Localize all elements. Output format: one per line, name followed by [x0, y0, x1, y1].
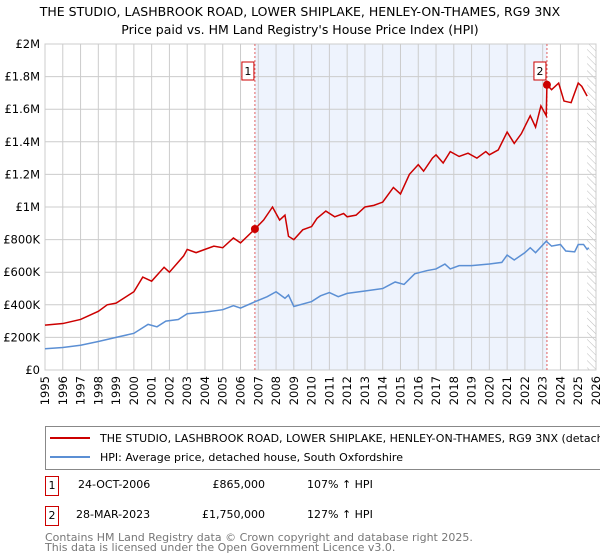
- legend-label: THE STUDIO, LASHBROOK ROAD, LOWER SHIPLA…: [100, 431, 600, 445]
- x-tick-label: 2000: [127, 376, 141, 405]
- sale-price: £865,000: [212, 478, 266, 491]
- y-tick-label: £1.4M: [4, 135, 40, 149]
- y-tick-label: £1.2M: [4, 167, 40, 181]
- y-tick-label: £400K: [3, 298, 40, 312]
- series-line: [44, 240, 590, 350]
- x-tick-label: 2013: [358, 376, 372, 405]
- x-tick-label: 2012: [340, 376, 354, 405]
- x-tick-label: 2020: [482, 376, 496, 405]
- sale-hpi-change: 127% ↑ HPI: [307, 508, 373, 521]
- x-tick-label: 2007: [251, 376, 265, 405]
- sale-point: [542, 80, 551, 89]
- x-tick-label: 2004: [198, 376, 212, 405]
- x-tick-label: 2010: [305, 376, 319, 405]
- x-tick-label: 2002: [162, 376, 176, 405]
- price-chart: 1995 1996 1997 1998 1999 2000 2001 2002 2003 2004…: [3, 37, 600, 405]
- sale-hpi-change: 107% ↑ HPI: [307, 478, 373, 491]
- x-tick-label: 2001: [145, 376, 159, 405]
- y-tick-label: £200K: [3, 330, 40, 344]
- x-tick-label: 2023: [536, 376, 550, 405]
- sale-label: 2: [536, 65, 543, 78]
- sale-label-box: [533, 61, 547, 81]
- chart-subtitle: Price paid vs. HM Land Registry's House …: [121, 22, 479, 37]
- x-tick-label: 2006: [234, 376, 248, 405]
- x-tick-label: 2014: [376, 376, 390, 405]
- y-tick-label: £1.8M: [4, 70, 40, 84]
- sale-date: 24-OCT-2006: [78, 478, 151, 491]
- x-tick-label: 1996: [56, 376, 70, 405]
- x-tick-label: 1998: [91, 376, 105, 405]
- x-tick-label: 2015: [393, 376, 407, 405]
- footer-copyright: Contains HM Land Registry data © Crown c…: [45, 531, 473, 544]
- plot-border: [44, 43, 597, 371]
- y-tick-label: £600K: [3, 265, 40, 279]
- legend-item-hpi: HPI: Average price, detached house, Sout…: [46, 448, 403, 466]
- sale-label-box: [241, 61, 255, 81]
- x-tick-label: 2022: [518, 376, 532, 405]
- x-tick-label: 2018: [447, 376, 461, 405]
- blue-line-swatch: [50, 456, 90, 458]
- x-tick-label: 2005: [216, 376, 230, 405]
- sale-price: £1,750,000: [202, 508, 265, 521]
- series-line: [44, 81, 588, 326]
- footer-licence: This data is licensed under the Open Gov…: [45, 541, 396, 554]
- sale-label: 1: [244, 65, 251, 78]
- sale-point: [250, 225, 259, 234]
- x-tick-label: 2021: [500, 376, 514, 405]
- x-tick-label: 1999: [109, 376, 123, 405]
- x-tick-label: 2019: [465, 376, 479, 405]
- y-tick-label: £2M: [15, 37, 40, 51]
- x-tick-label: 2008: [269, 376, 283, 405]
- x-tick-label: 1997: [74, 376, 88, 405]
- legend-item-property: THE STUDIO, LASHBROOK ROAD, LOWER SHIPLA…: [46, 429, 600, 447]
- sale-date: 28-MAR-2023: [76, 508, 151, 521]
- legend: THE STUDIO, LASHBROOK ROAD, LOWER SHIPLA…: [45, 426, 600, 470]
- x-tick-label: 2011: [322, 376, 336, 405]
- x-tick-label: 2017: [429, 376, 443, 405]
- y-tick-label: £1M: [15, 200, 40, 214]
- sale-marker-badge: 1: [45, 476, 59, 496]
- sale-row: 1 24-OCT-2006 £865,000 107% ↑ HPI: [45, 476, 600, 496]
- x-tick-label: 2003: [180, 376, 194, 405]
- x-tick-label: 2016: [411, 376, 425, 405]
- x-tick-label: 2009: [287, 376, 301, 405]
- x-tick-label: 2024: [553, 376, 567, 405]
- legend-label: HPI: Average price, detached house, Sout…: [100, 450, 403, 464]
- sale-row: 2 28-MAR-2023 £1,750,000 127% ↑ HPI: [45, 506, 600, 526]
- y-tick-label: £1.6M: [4, 102, 40, 116]
- red-line-swatch: [50, 437, 90, 439]
- chart-title: THE STUDIO, LASHBROOK ROAD, LOWER SHIPLA…: [39, 4, 561, 19]
- y-tick-label: £800K: [3, 233, 40, 247]
- x-tick-label: 2026: [589, 376, 600, 405]
- sale-marker-badge: 2: [45, 506, 59, 526]
- x-tick-label: 2025: [571, 376, 585, 405]
- x-tick-label: 1995: [38, 376, 52, 405]
- y-tick-label: £0: [25, 363, 40, 377]
